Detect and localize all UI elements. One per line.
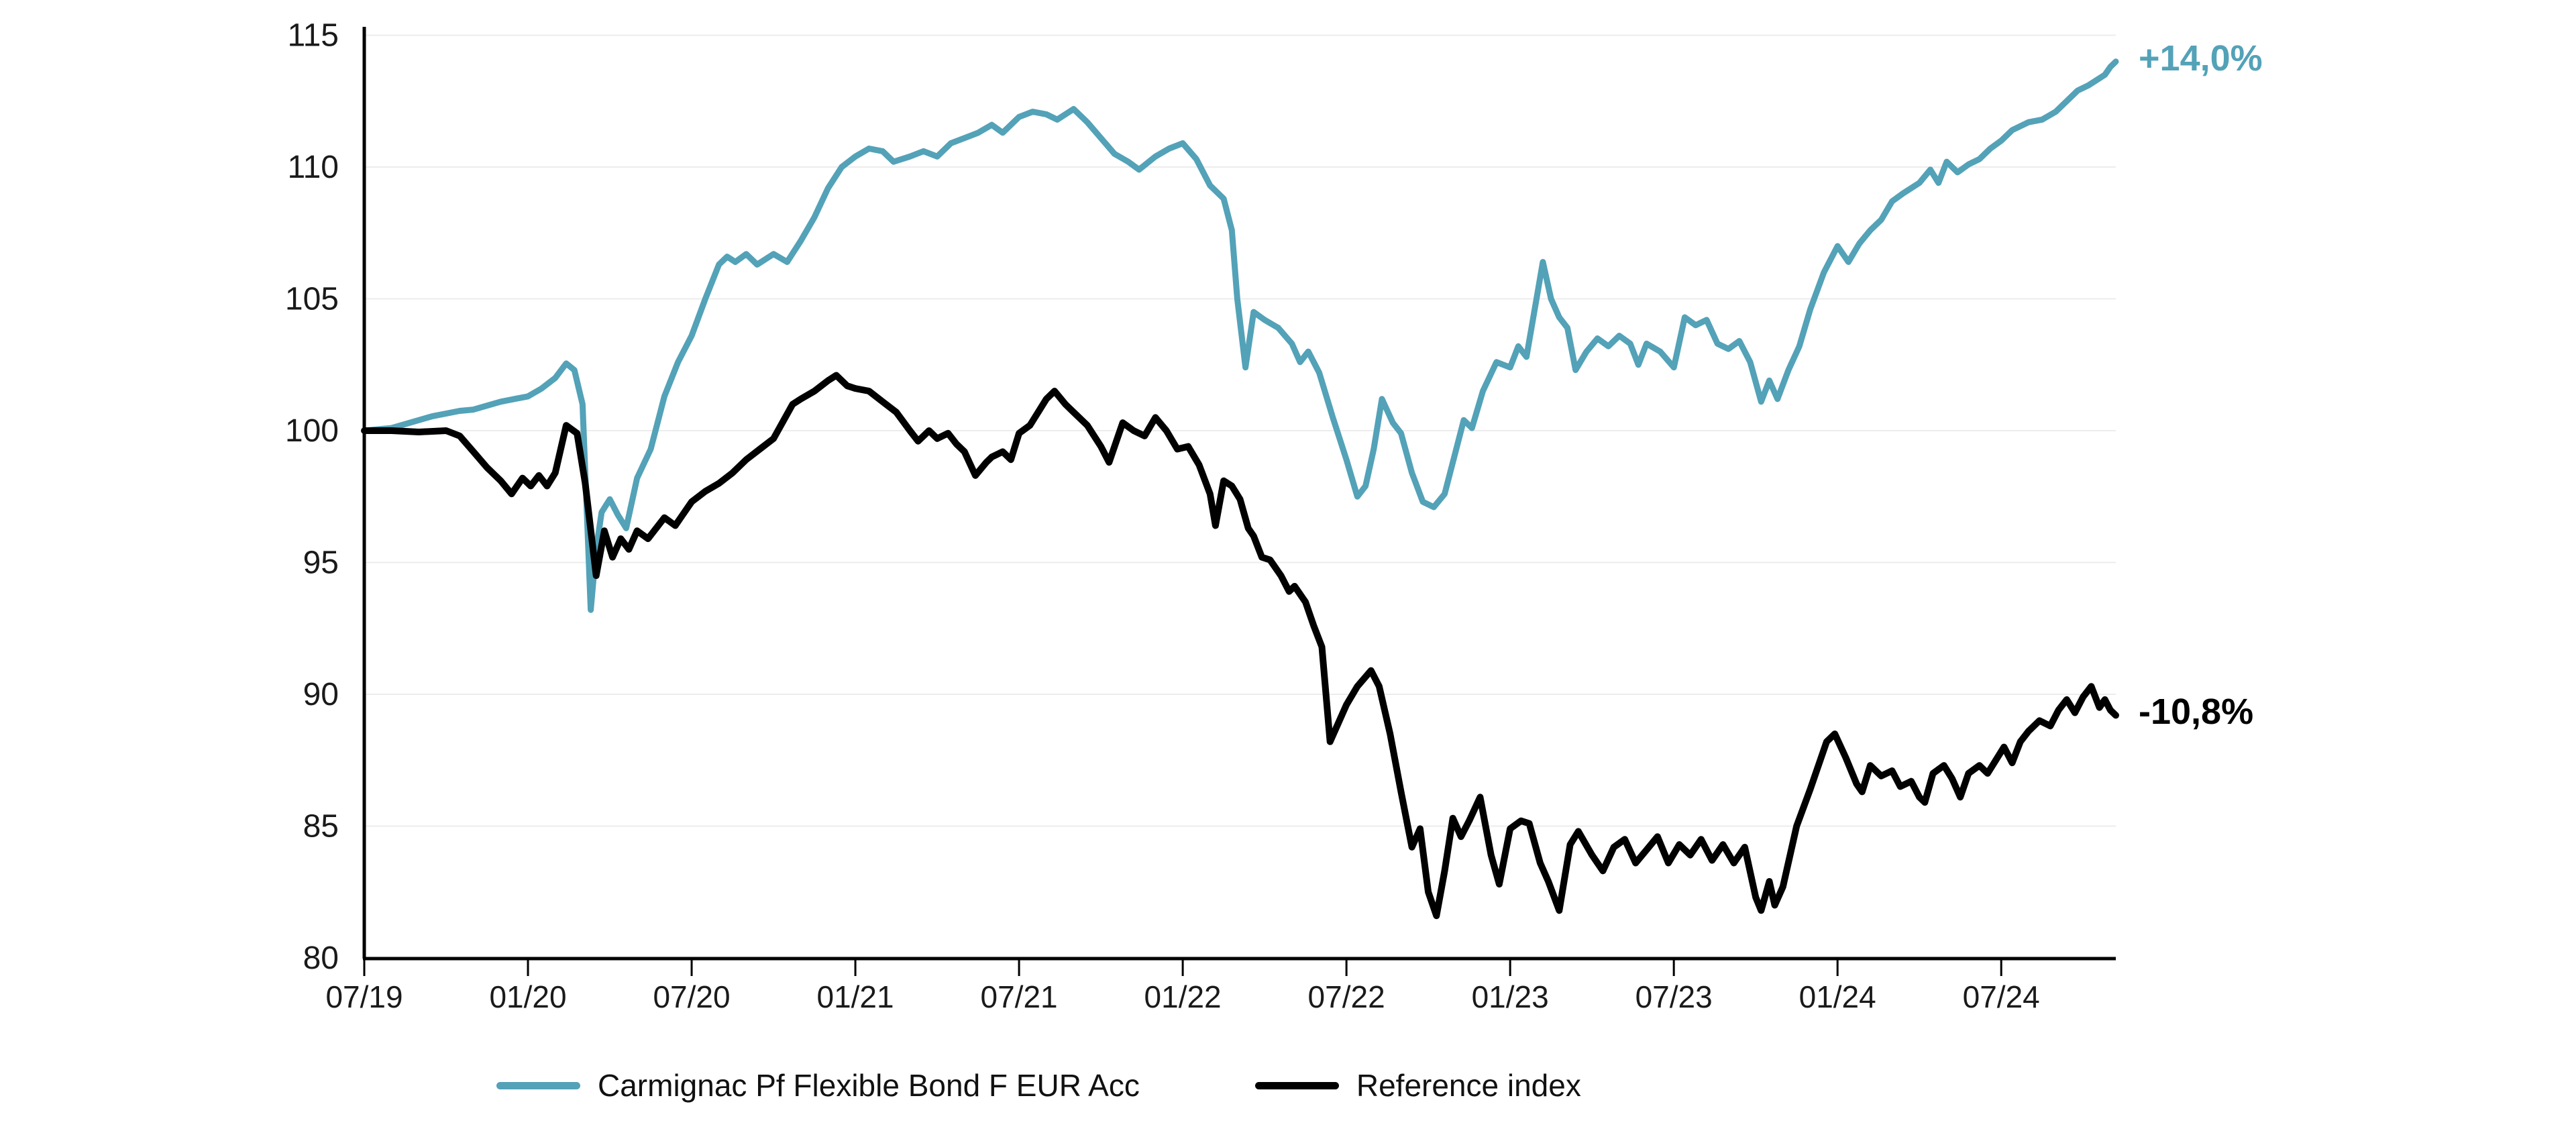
reference-end-value-label: -10,8% xyxy=(2139,692,2254,733)
reference-line xyxy=(361,372,2119,920)
y-tick-label: 90 xyxy=(303,677,339,712)
x-tick-label: 01/21 xyxy=(816,979,894,1014)
x-tick-label: 01/24 xyxy=(1799,979,1876,1014)
reference-line-swatch xyxy=(1254,1081,1339,1089)
x-tick-label: 07/23 xyxy=(1635,979,1713,1014)
fund-line xyxy=(361,58,2119,613)
fund-end-value-label: +14,0% xyxy=(2139,38,2263,78)
x-tick-label: 01/20 xyxy=(489,979,566,1014)
fund-legend-label: Carmignac Pf Flexible Bond F EUR Acc xyxy=(598,1068,1140,1103)
reference-legend-label: Reference index xyxy=(1356,1068,1581,1103)
x-tick-label: 07/20 xyxy=(653,979,730,1014)
y-tick-label: 105 xyxy=(285,282,339,317)
y-tick-label: 115 xyxy=(287,18,339,54)
x-tick-label: 07/19 xyxy=(325,979,402,1014)
x-tick-label: 07/22 xyxy=(1308,979,1385,1014)
x-tick-label: 07/24 xyxy=(1963,979,2040,1014)
legend: Carmignac Pf Flexible Bond F EUR Acc Ref… xyxy=(496,1065,1581,1105)
y-tick-label: 95 xyxy=(303,545,339,581)
fund-line-swatch xyxy=(496,1081,580,1089)
y-tick-label: 100 xyxy=(285,413,339,449)
y-tick-label: 110 xyxy=(287,150,339,185)
x-tick-label: 01/23 xyxy=(1472,979,1549,1014)
y-tick-label: 80 xyxy=(303,940,339,976)
x-tick-label: 07/21 xyxy=(981,979,1058,1014)
x-tick-label: 01/22 xyxy=(1144,979,1222,1014)
y-tick-label: 85 xyxy=(303,809,339,845)
